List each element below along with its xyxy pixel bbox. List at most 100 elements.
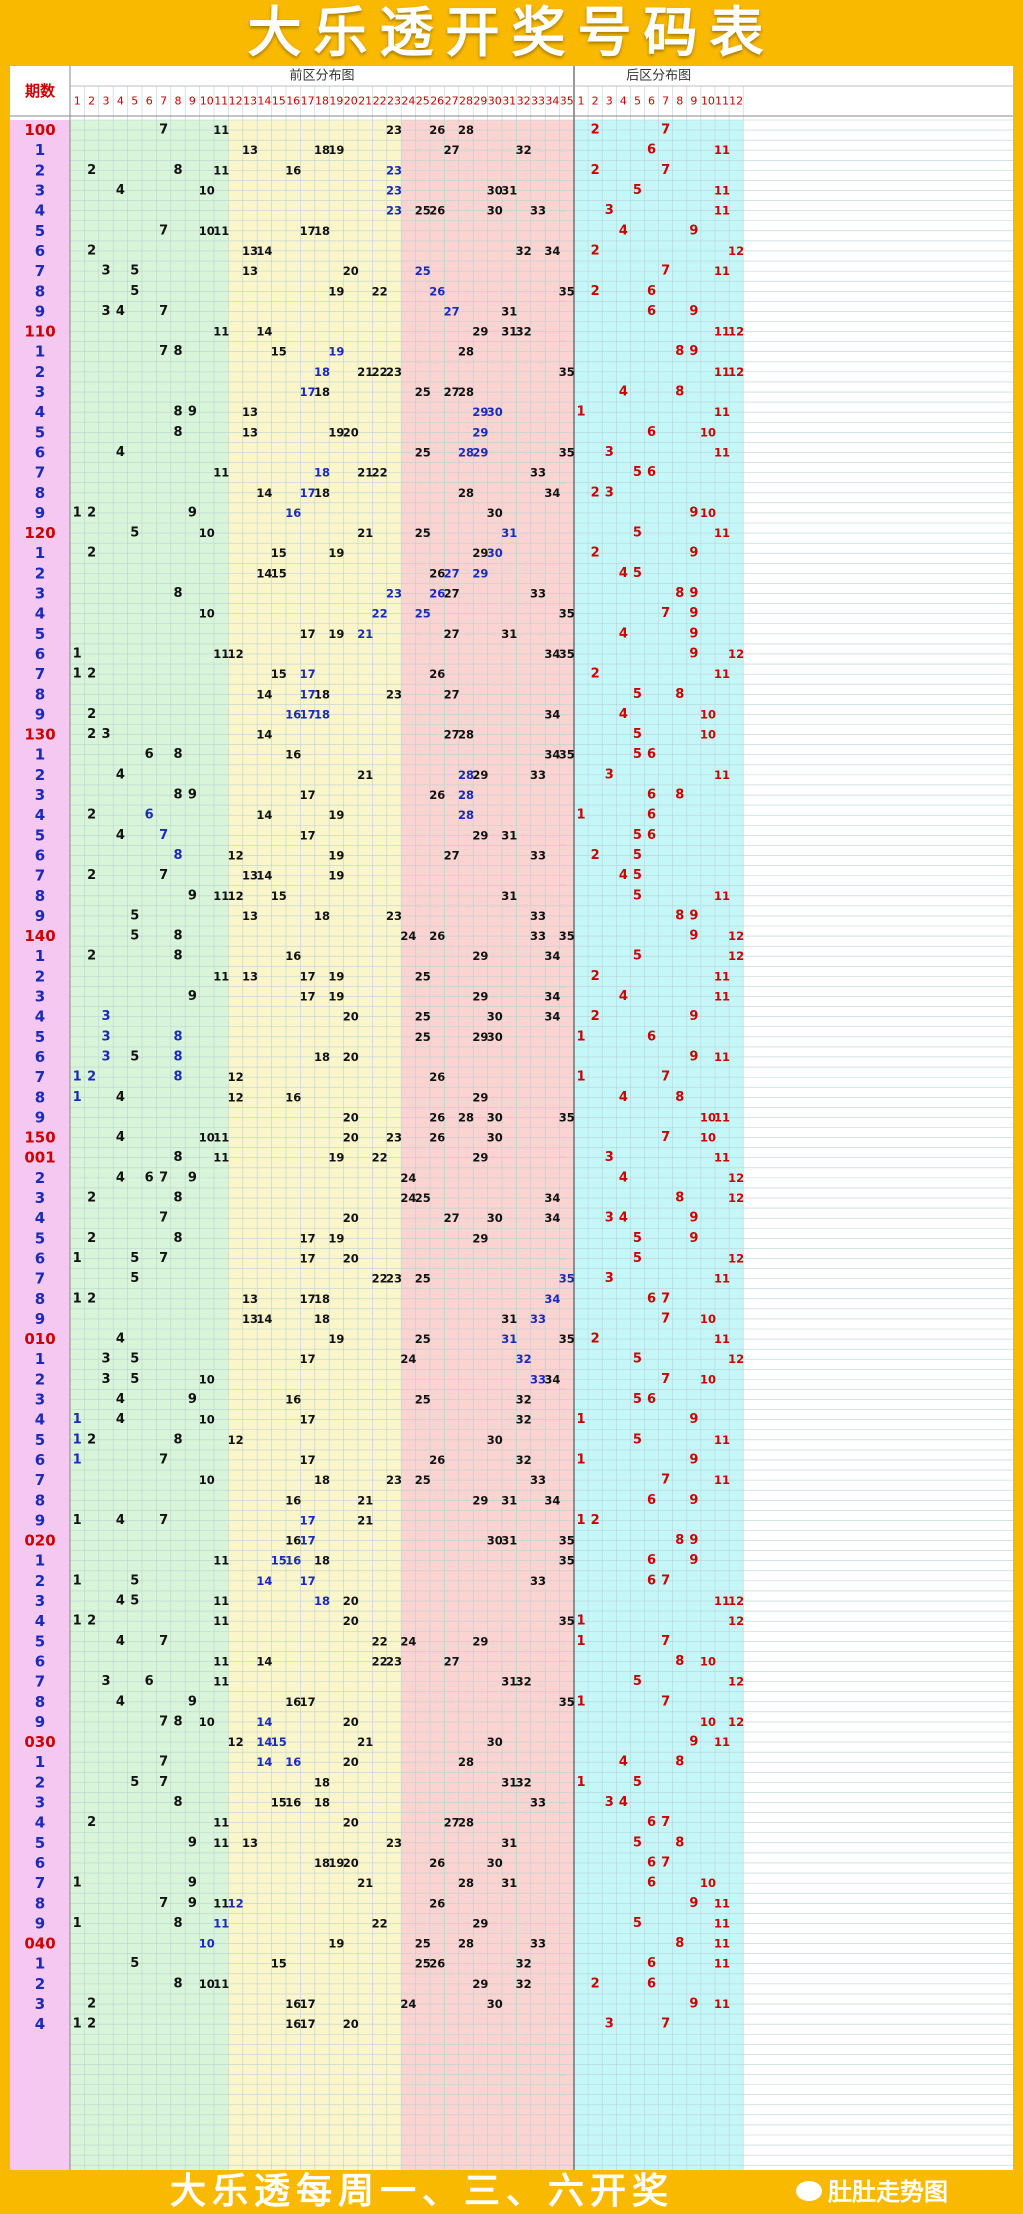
back-number-mark: 6 (647, 1291, 656, 1306)
front-number-header: 23 (387, 95, 401, 108)
back-number-mark: 11 (714, 1937, 730, 1951)
back-number-mark: 9 (689, 1493, 698, 1508)
front-number-mark: 15 (271, 1554, 287, 1568)
front-number-mark: 30 (487, 1735, 503, 1749)
footer-banner: 大乐透每周一、三、六开奖 肚肚走势图 (0, 2170, 1023, 2214)
front-number-mark: 19 (328, 1937, 344, 1951)
back-number-mark: 4 (619, 707, 628, 722)
front-number-mark: 12 (228, 1896, 244, 1910)
front-number-mark: 15 (271, 1796, 287, 1810)
front-number-mark: 22 (372, 466, 388, 480)
back-number-mark: 8 (675, 1654, 684, 1669)
front-number-mark: 34 (544, 1191, 560, 1205)
front-number-mark: 12 (228, 848, 244, 862)
back-number-mark: 7 (661, 264, 670, 279)
front-number-mark: 29 (472, 1030, 488, 1044)
back-number-mark: 8 (675, 1936, 684, 1951)
front-number-mark: 28 (458, 345, 474, 359)
front-number-mark: 21 (357, 466, 373, 480)
front-number-mark: 20 (343, 1110, 359, 1124)
front-number-mark: 20 (343, 1131, 359, 1145)
back-number-mark: 11 (714, 184, 730, 198)
back-number-mark: 1 (577, 405, 586, 420)
front-number-mark: 18 (314, 486, 330, 500)
back-number-mark: 2 (591, 1332, 600, 1347)
back-number-mark: 5 (633, 1432, 642, 1447)
front-number-header: 31 (502, 95, 516, 108)
back-number-mark: 11 (714, 1473, 730, 1487)
front-number-mark: 14 (256, 687, 272, 701)
back-number-mark: 4 (619, 1170, 628, 1185)
front-number-mark: 4 (116, 1090, 125, 1105)
front-number-mark: 23 (386, 204, 402, 218)
back-number-mark: 5 (633, 1775, 642, 1790)
back-number-mark: 8 (675, 1090, 684, 1105)
back-number-mark: 6 (647, 1855, 656, 1870)
front-number-mark: 8 (173, 1231, 182, 1246)
front-number-mark: 31 (501, 1836, 517, 1850)
front-number-mark: 10 (199, 1413, 215, 1427)
back-number-mark: 2 (591, 163, 600, 178)
front-number-mark: 25 (415, 607, 431, 621)
period-label: 3 (35, 585, 45, 603)
front-number-mark: 34 (544, 1372, 560, 1386)
back-number-mark: 7 (661, 1694, 670, 1709)
front-number-mark: 17 (300, 1534, 316, 1548)
back-number-mark: 7 (661, 163, 670, 178)
front-number-mark: 2 (87, 505, 96, 520)
front-number-mark: 17 (300, 788, 316, 802)
wechat-account-name: 肚肚走势图 (828, 2178, 948, 2206)
front-number-mark: 3 (101, 727, 110, 742)
front-number-mark: 20 (343, 1856, 359, 1870)
front-number-mark: 31 (501, 1534, 517, 1548)
front-number-mark: 16 (285, 2017, 301, 2031)
front-number-mark: 25 (415, 969, 431, 983)
front-number-mark: 35 (559, 929, 575, 943)
front-number-mark: 3 (101, 1009, 110, 1024)
back-number-mark: 12 (728, 1715, 744, 1729)
front-number-mark: 27 (444, 304, 460, 318)
front-number-mark: 26 (429, 1110, 445, 1124)
back-number-mark: 10 (700, 1131, 716, 1145)
front-number-mark: 2 (87, 1070, 96, 1085)
front-number-header: 8 (175, 95, 182, 108)
front-number-mark: 1 (73, 1573, 82, 1588)
front-number-header: 4 (117, 95, 124, 108)
back-number-mark: 8 (675, 1755, 684, 1770)
front-number-mark: 32 (516, 1675, 532, 1689)
front-number-mark: 17 (300, 2017, 316, 2031)
back-number-mark: 11 (714, 1272, 730, 1286)
front-number-mark: 8 (173, 344, 182, 359)
front-number-mark: 8 (173, 1029, 182, 1044)
wechat-icon (796, 2181, 822, 2201)
period-label: 5 (35, 222, 45, 240)
front-number-mark: 16 (285, 1090, 301, 1104)
front-number-mark: 22 (372, 284, 388, 298)
back-number-mark: 7 (661, 1372, 670, 1387)
back-number-mark: 7 (661, 123, 670, 138)
back-number-mark: 10 (700, 1372, 716, 1386)
back-number-mark: 6 (647, 284, 656, 299)
front-number-mark: 9 (188, 1896, 197, 1911)
front-number-mark: 31 (501, 1675, 517, 1689)
back-number-mark: 9 (689, 908, 698, 923)
back-number-mark: 11 (714, 325, 730, 339)
front-number-mark: 2 (87, 1231, 96, 1246)
front-number-mark: 16 (285, 949, 301, 963)
front-number-mark: 28 (458, 768, 474, 782)
front-number-mark: 8 (173, 1714, 182, 1729)
front-number-mark: 18 (314, 1554, 330, 1568)
front-number-mark: 25 (415, 385, 431, 399)
front-number-mark: 24 (400, 1634, 416, 1648)
front-number-mark: 30 (487, 1010, 503, 1024)
front-number-mark: 7 (159, 1513, 168, 1528)
back-number-mark: 2 (591, 123, 600, 138)
back-number-mark: 2 (591, 243, 600, 258)
back-number-mark: 5 (633, 1835, 642, 1850)
back-number-mark: 8 (675, 788, 684, 803)
front-number-mark: 35 (559, 1272, 575, 1286)
front-number-mark: 2 (87, 1815, 96, 1830)
back-number-mark: 11 (714, 990, 730, 1004)
front-number-mark: 34 (544, 1010, 560, 1024)
front-number-mark: 14 (256, 1755, 272, 1769)
